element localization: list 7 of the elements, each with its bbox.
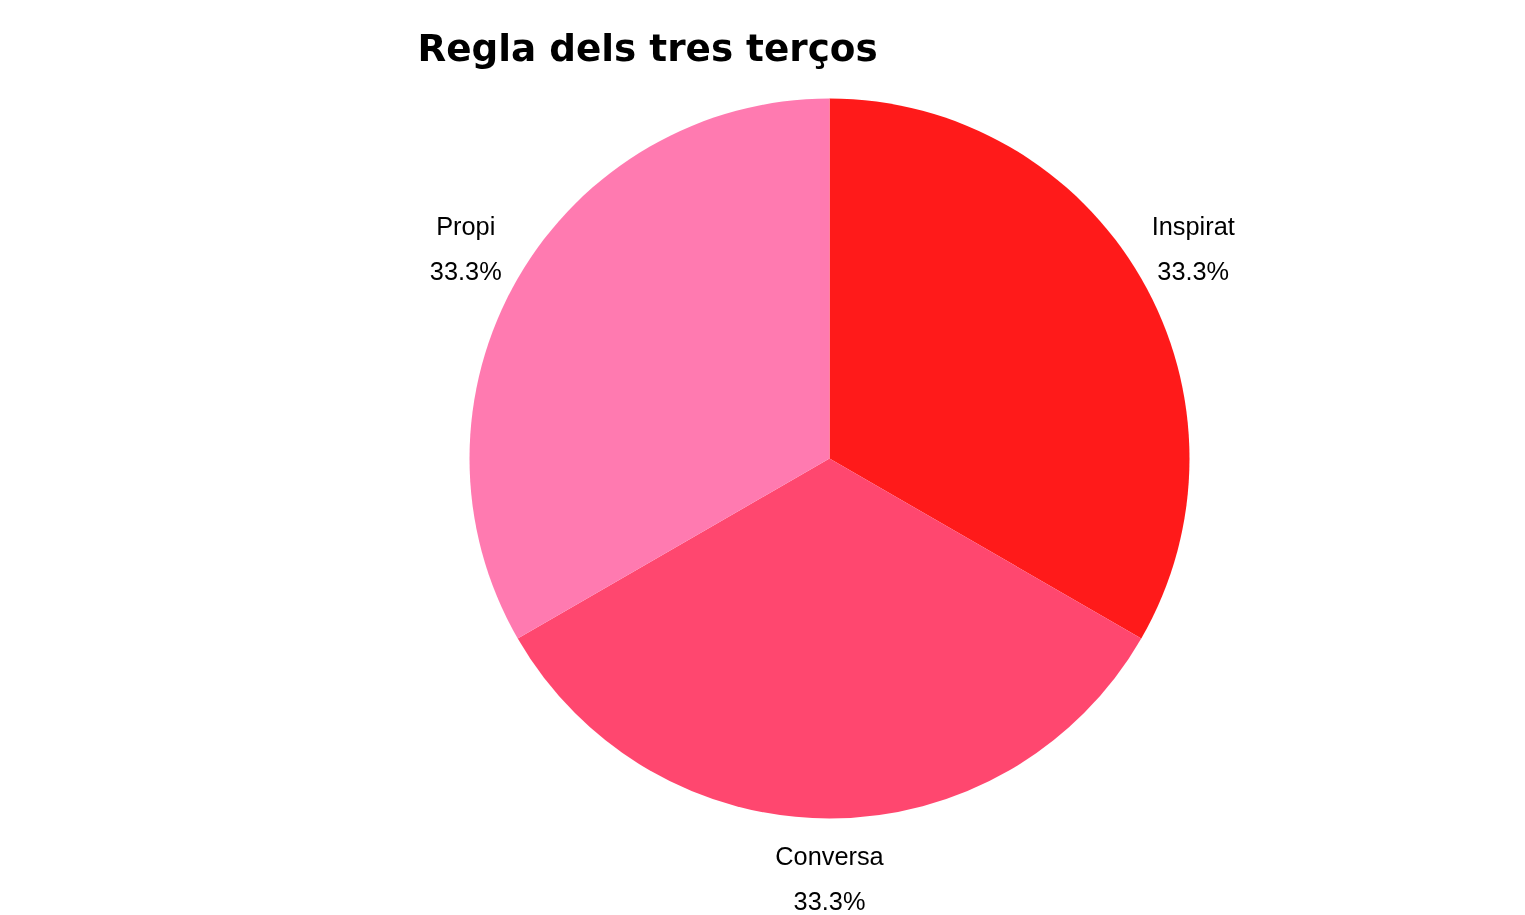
- chart-title: Regla dels tres terços: [417, 25, 878, 70]
- data-label: 33.3%: [1157, 256, 1230, 285]
- data-label: 33.3%: [793, 886, 866, 915]
- data-label: 33.3%: [429, 256, 502, 285]
- slice-label: Conversa: [775, 842, 885, 871]
- slice-label: Inspirat: [1151, 212, 1235, 241]
- slice-label: Propi: [436, 212, 496, 241]
